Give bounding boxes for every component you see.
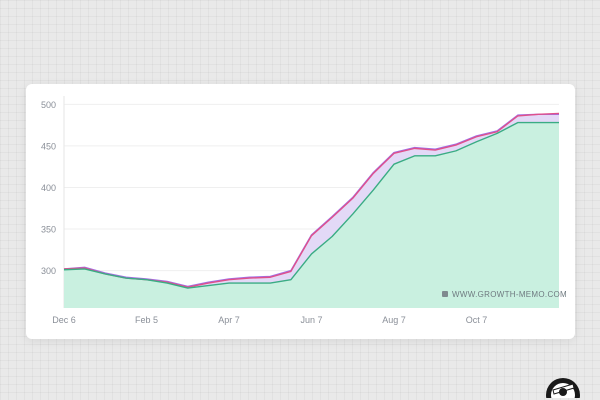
x-tick-label: Apr 7: [218, 315, 240, 325]
y-tick-label: 350: [41, 225, 56, 235]
corner-logo: [540, 372, 586, 398]
y-tick-label: 300: [41, 266, 56, 276]
main-area: [64, 122, 559, 309]
watermark-text: WWW.GROWTH-MEMO.COM: [452, 290, 567, 299]
building-icon: [442, 291, 448, 297]
series-line-3: [63, 121, 559, 289]
chart: 300 350 400 450 500 Dec 6 Feb 5 Apr 7 Jun 7 Aug 7…: [41, 96, 567, 325]
y-tick-label: 400: [41, 183, 56, 193]
seal-logo-icon: [546, 378, 580, 398]
y-tick-label: 500: [41, 100, 56, 110]
x-tick-label: Aug 7: [382, 315, 406, 325]
x-tick-label: Feb 5: [135, 315, 158, 325]
chart-card: 300 350 400 450 500 Dec 6 Feb 5 Apr 7 Jun 7 Aug 7…: [26, 84, 575, 339]
x-tick-label: Jun 7: [300, 315, 322, 325]
x-tick-label: Dec 6: [52, 315, 76, 325]
x-tick-label: Oct 7: [466, 315, 488, 325]
y-tick-label: 450: [41, 141, 56, 151]
